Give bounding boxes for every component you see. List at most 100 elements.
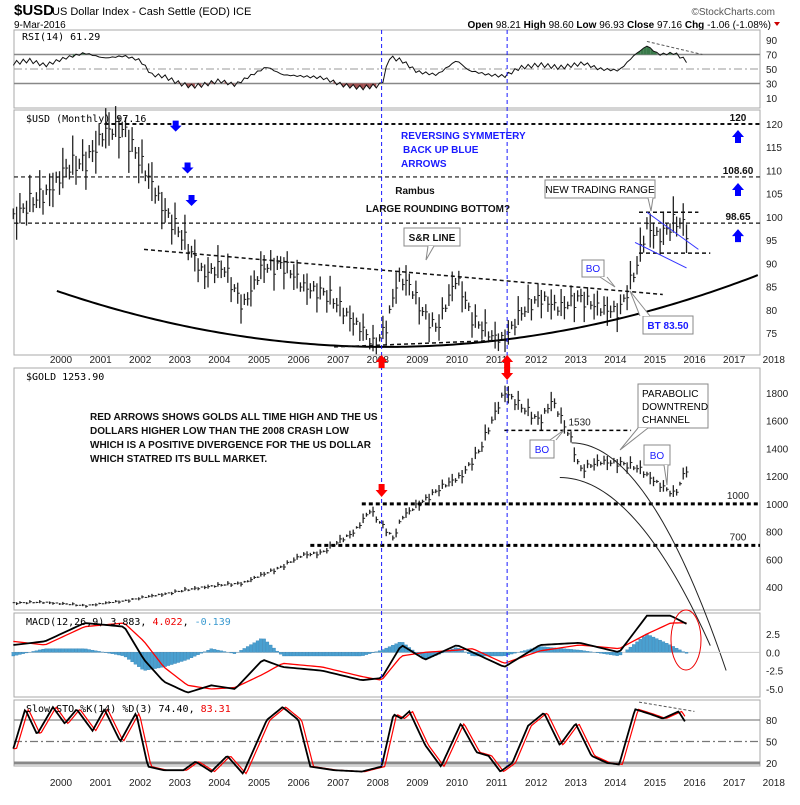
gold-level-label: 700 <box>730 532 747 543</box>
gold-bo-callout-2-pointer <box>664 465 668 485</box>
gold-y-tick: 1200 <box>766 472 789 483</box>
macd-histogram-bar <box>342 652 345 656</box>
new-range-label: NEW TRADING RANGE <box>545 185 655 196</box>
macd-histogram-bar <box>586 651 589 652</box>
macd-histogram-bar <box>685 652 688 653</box>
rsi-y-tick: 10 <box>766 94 778 105</box>
macd-histogram-bar <box>583 651 586 653</box>
macd-histogram-bar <box>322 652 325 656</box>
macd-histogram-bar <box>309 652 312 656</box>
x-tick-label: 2012 <box>525 355 548 366</box>
macd-histogram-bar <box>378 651 381 653</box>
macd-histogram-bar <box>207 650 210 652</box>
macd-histogram-bar <box>332 652 335 656</box>
macd-histogram-bar <box>137 652 140 666</box>
rsi-y-tick: 50 <box>766 65 778 76</box>
blue-down-arrow-icon <box>182 162 194 173</box>
macd-histogram-bar <box>111 652 114 653</box>
red-down-arrow-icon <box>376 484 388 497</box>
x-tick-label: 2000 <box>50 778 73 789</box>
gold-y-tick: 400 <box>766 583 783 594</box>
quote-line: Open 98.21 High 98.60 Low 96.93 Close 97… <box>467 20 771 31</box>
macd-histogram-bar <box>490 652 493 656</box>
macd-histogram-bar <box>632 644 635 652</box>
macd-histogram-bar <box>269 645 272 652</box>
x-tick-label: 2003 <box>169 355 192 366</box>
usd-level-label: 108.60 <box>723 166 754 177</box>
x-tick-label: 2016 <box>683 355 706 366</box>
blue-up-arrow-icon <box>732 183 744 196</box>
blue-down-arrow-icon <box>186 195 198 206</box>
macd-histogram-bar <box>306 652 309 656</box>
rsi-title: RSI(14) 61.29 <box>22 32 100 43</box>
usd-y-tick: 120 <box>766 120 783 131</box>
macd-histogram-bar <box>233 652 236 653</box>
x-tick-label: 2017 <box>723 355 746 366</box>
parabolic-label-1: PARABOLIC <box>642 389 699 400</box>
macd-histogram-bar <box>616 652 619 655</box>
macd-histogram-bar <box>230 652 233 653</box>
macd-histogram-bar <box>170 652 173 664</box>
gold-y-tick: 1600 <box>766 417 789 428</box>
x-tick-label: 2014 <box>604 778 627 789</box>
macd-histogram-bar <box>388 647 391 653</box>
macd-histogram-bar <box>32 651 35 652</box>
x-tick-label: 2018 <box>763 778 786 789</box>
x-tick-label: 2009 <box>406 355 429 366</box>
usd-level-label: 98.65 <box>725 212 750 223</box>
macd-histogram-bar <box>652 637 655 652</box>
bt-label: BT 83.50 <box>647 321 689 332</box>
sr-line-label: S&R LINE <box>409 233 456 244</box>
macd-histogram-bar <box>187 652 190 659</box>
macd-histogram-bar <box>560 648 563 652</box>
macd-y-tick: -2.5 <box>766 667 784 678</box>
gold-note-4: WHICH STATRED ITS BULL MARKET. <box>90 454 267 465</box>
macd-histogram-bar <box>167 652 170 665</box>
gold-level-label: 1000 <box>727 491 750 502</box>
gold-y-tick: 600 <box>766 555 783 566</box>
macd-histogram-bar <box>523 651 526 653</box>
x-tick-label: 2007 <box>327 355 350 366</box>
x-tick-label: 2003 <box>169 778 192 789</box>
macd-histogram-bar <box>329 652 332 656</box>
macd-histogram-bar <box>642 637 645 653</box>
sto-y-tick: 50 <box>766 738 778 749</box>
macd-histogram-bar <box>190 652 193 658</box>
macd-histogram-bar <box>174 652 177 663</box>
gold-note-2: DOLLARS HIGHER LOW THAN THE 2008 CRASH L… <box>90 426 349 437</box>
x-tick-label: 2011 <box>486 778 508 789</box>
usd-y-tick: 90 <box>766 259 778 270</box>
macd-y-tick: 2.5 <box>766 630 780 641</box>
macd-histogram-bar <box>609 652 612 654</box>
x-tick-label: 2004 <box>208 355 231 366</box>
x-tick-label: 2001 <box>89 355 112 366</box>
macd-y-tick: -5.0 <box>766 685 784 696</box>
usd-y-tick: 115 <box>766 143 782 154</box>
macd-histogram-bar <box>566 649 569 652</box>
macd-histogram-bar <box>25 652 28 653</box>
x-tick-label: 2016 <box>683 778 706 789</box>
macd-histogram-bar <box>296 652 299 656</box>
macd-histogram-bar <box>339 652 342 656</box>
macd-histogram-bar <box>108 652 111 653</box>
rambus-label: Rambus <box>395 186 435 197</box>
macd-histogram-bar <box>246 647 249 653</box>
rsi-y-tick: 90 <box>766 36 778 47</box>
parabolic-label-3: CHANNEL <box>642 415 690 426</box>
macd-histogram-bar <box>391 645 394 652</box>
gold-level-label: 1530 <box>568 417 591 428</box>
x-tick-label: 2000 <box>50 355 73 366</box>
x-tick-label: 2014 <box>604 355 627 366</box>
macd-histogram-bar <box>513 652 516 653</box>
x-tick-label: 2018 <box>763 355 786 366</box>
macd-histogram-bar <box>273 648 276 652</box>
usd-y-tick: 100 <box>766 213 783 224</box>
gold-bo-label-2: BO <box>650 451 665 462</box>
macd-histogram-bar <box>78 649 81 653</box>
usd-y-tick: 110 <box>766 166 782 177</box>
macd-histogram-bar <box>612 652 615 655</box>
x-tick-label: 2010 <box>446 778 469 789</box>
macd-histogram-bar <box>645 634 648 652</box>
macd-histogram-bar <box>177 652 180 662</box>
